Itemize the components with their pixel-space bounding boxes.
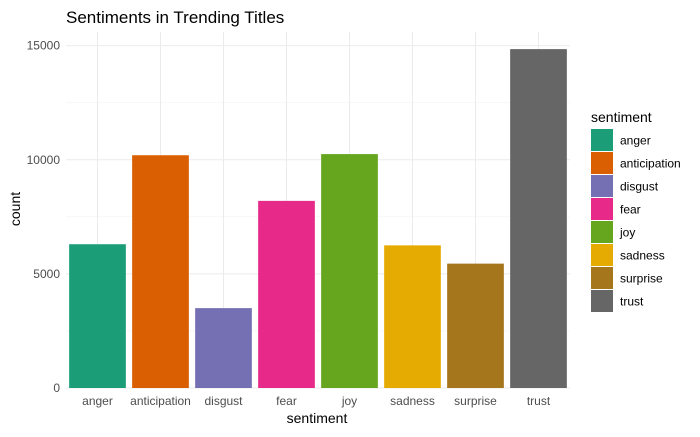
- x-tick-label: trust: [527, 394, 551, 408]
- legend-key-trust: [591, 290, 613, 312]
- legend-label: disgust: [620, 180, 659, 194]
- bar-anger: [69, 244, 126, 388]
- x-tick-label: disgust: [204, 394, 243, 408]
- legend: sentiment anger anticipation disgust fear jo…: [591, 109, 681, 312]
- x-tick-label: anger: [82, 394, 113, 408]
- bar-sadness: [384, 245, 441, 388]
- y-axis-tick-labels: 0 5000 10000 15000: [27, 39, 61, 395]
- legend-items: anger anticipation disgust fear joy sadness su…: [591, 129, 681, 312]
- legend-label: joy: [619, 226, 635, 240]
- legend-key-disgust: [591, 175, 613, 197]
- y-axis-label: count: [7, 192, 23, 226]
- bars: [69, 49, 567, 388]
- bar-anticipation: [132, 155, 189, 388]
- legend-label: anger: [620, 134, 651, 148]
- legend-key-sadness: [591, 244, 613, 266]
- x-tick-label: anticipation: [130, 394, 191, 408]
- legend-label: sadness: [620, 249, 665, 263]
- y-tick-label: 0: [53, 381, 60, 395]
- legend-key-surprise: [591, 267, 613, 289]
- y-tick-label: 15000: [27, 39, 61, 53]
- bar-joy: [321, 154, 378, 388]
- x-tick-label: joy: [341, 394, 357, 408]
- x-axis-label: sentiment: [287, 410, 348, 426]
- y-tick-label: 5000: [33, 267, 60, 281]
- x-tick-label: sadness: [390, 394, 435, 408]
- legend-key-joy: [591, 221, 613, 243]
- x-axis-tick-labels: anger anticipation disgust fear joy sadness su…: [82, 394, 551, 408]
- x-tick-label: fear: [276, 394, 297, 408]
- legend-key-anger: [591, 129, 613, 151]
- legend-label: anticipation: [620, 157, 681, 171]
- legend-label: fear: [620, 203, 641, 217]
- bar-surprise: [447, 263, 504, 388]
- x-tick-label: surprise: [454, 394, 497, 408]
- legend-title: sentiment: [591, 109, 652, 125]
- y-tick-label: 10000: [27, 153, 61, 167]
- legend-label: trust: [620, 295, 644, 309]
- legend-label: surprise: [620, 272, 663, 286]
- bar-disgust: [195, 308, 252, 388]
- chart-title: Sentiments in Trending Titles: [66, 8, 284, 27]
- bar-trust: [510, 49, 567, 388]
- legend-key-anticipation: [591, 152, 613, 174]
- legend-key-fear: [591, 198, 613, 220]
- bar-fear: [258, 200, 315, 388]
